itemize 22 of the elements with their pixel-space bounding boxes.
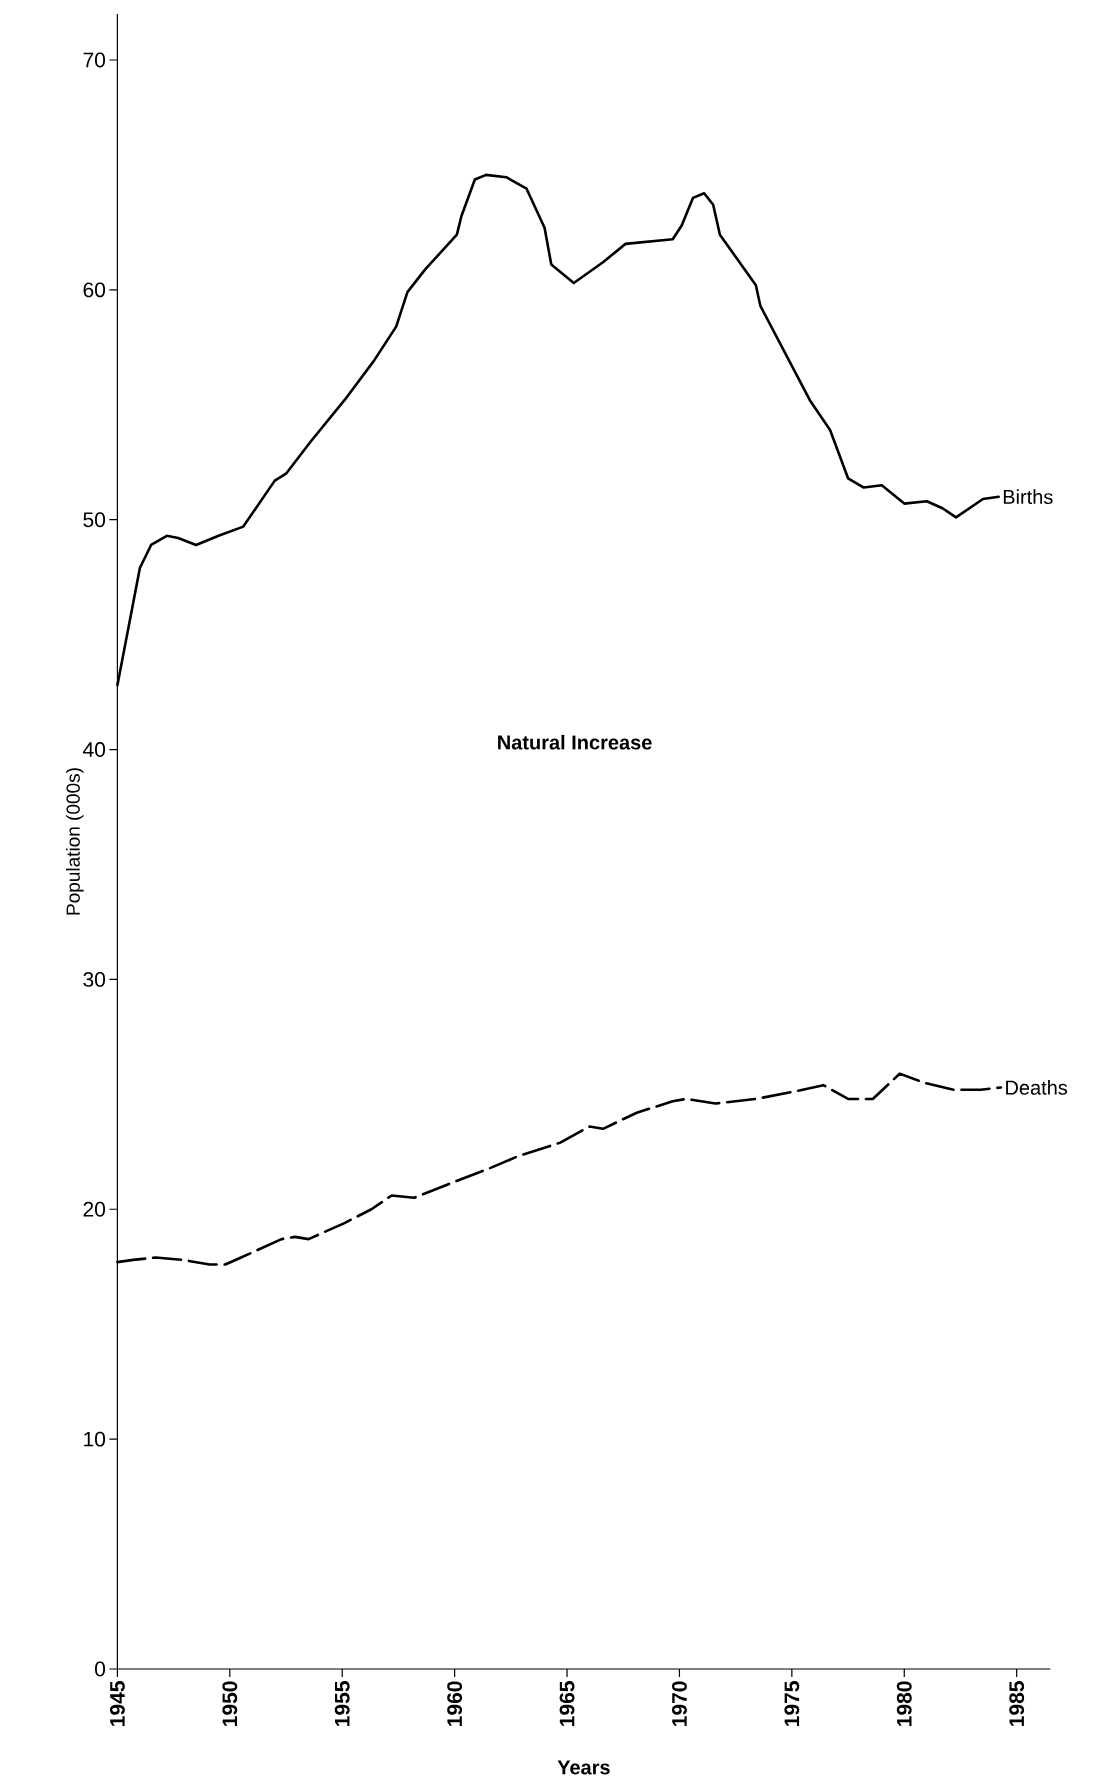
y-tick-label: 40 xyxy=(83,742,106,757)
y-tick-label: 60 xyxy=(83,282,106,298)
y-tick-label: 20 xyxy=(83,1201,106,1217)
annotation: Natural Increase xyxy=(498,734,652,750)
x-tick-label: 1980 xyxy=(896,1681,912,1726)
series-label: Deaths xyxy=(1006,1080,1068,1095)
x-tick-label: 1955 xyxy=(334,1681,350,1726)
x-tick-label: 1950 xyxy=(222,1681,238,1726)
x-tick-label: 1960 xyxy=(447,1681,463,1726)
series-label: Births xyxy=(1003,489,1053,505)
y-tick-label: 50 xyxy=(83,512,106,528)
x-tick-label: 1975 xyxy=(784,1681,800,1726)
y-tick-label: 0 xyxy=(95,1661,106,1677)
x-tick-label: 1945 xyxy=(109,1681,125,1726)
x-tick-label: 1985 xyxy=(1009,1681,1025,1726)
x-tick-label: 1965 xyxy=(559,1681,575,1726)
y-tick-label: 10 xyxy=(84,1431,106,1447)
x-tick-label: 1970 xyxy=(672,1681,687,1726)
y-axis-title: Population (000s) xyxy=(65,768,84,915)
y-tick-label: 70 xyxy=(83,52,106,68)
y-tick-label: 30 xyxy=(83,971,106,987)
x-axis-title: Years xyxy=(557,1760,610,1775)
